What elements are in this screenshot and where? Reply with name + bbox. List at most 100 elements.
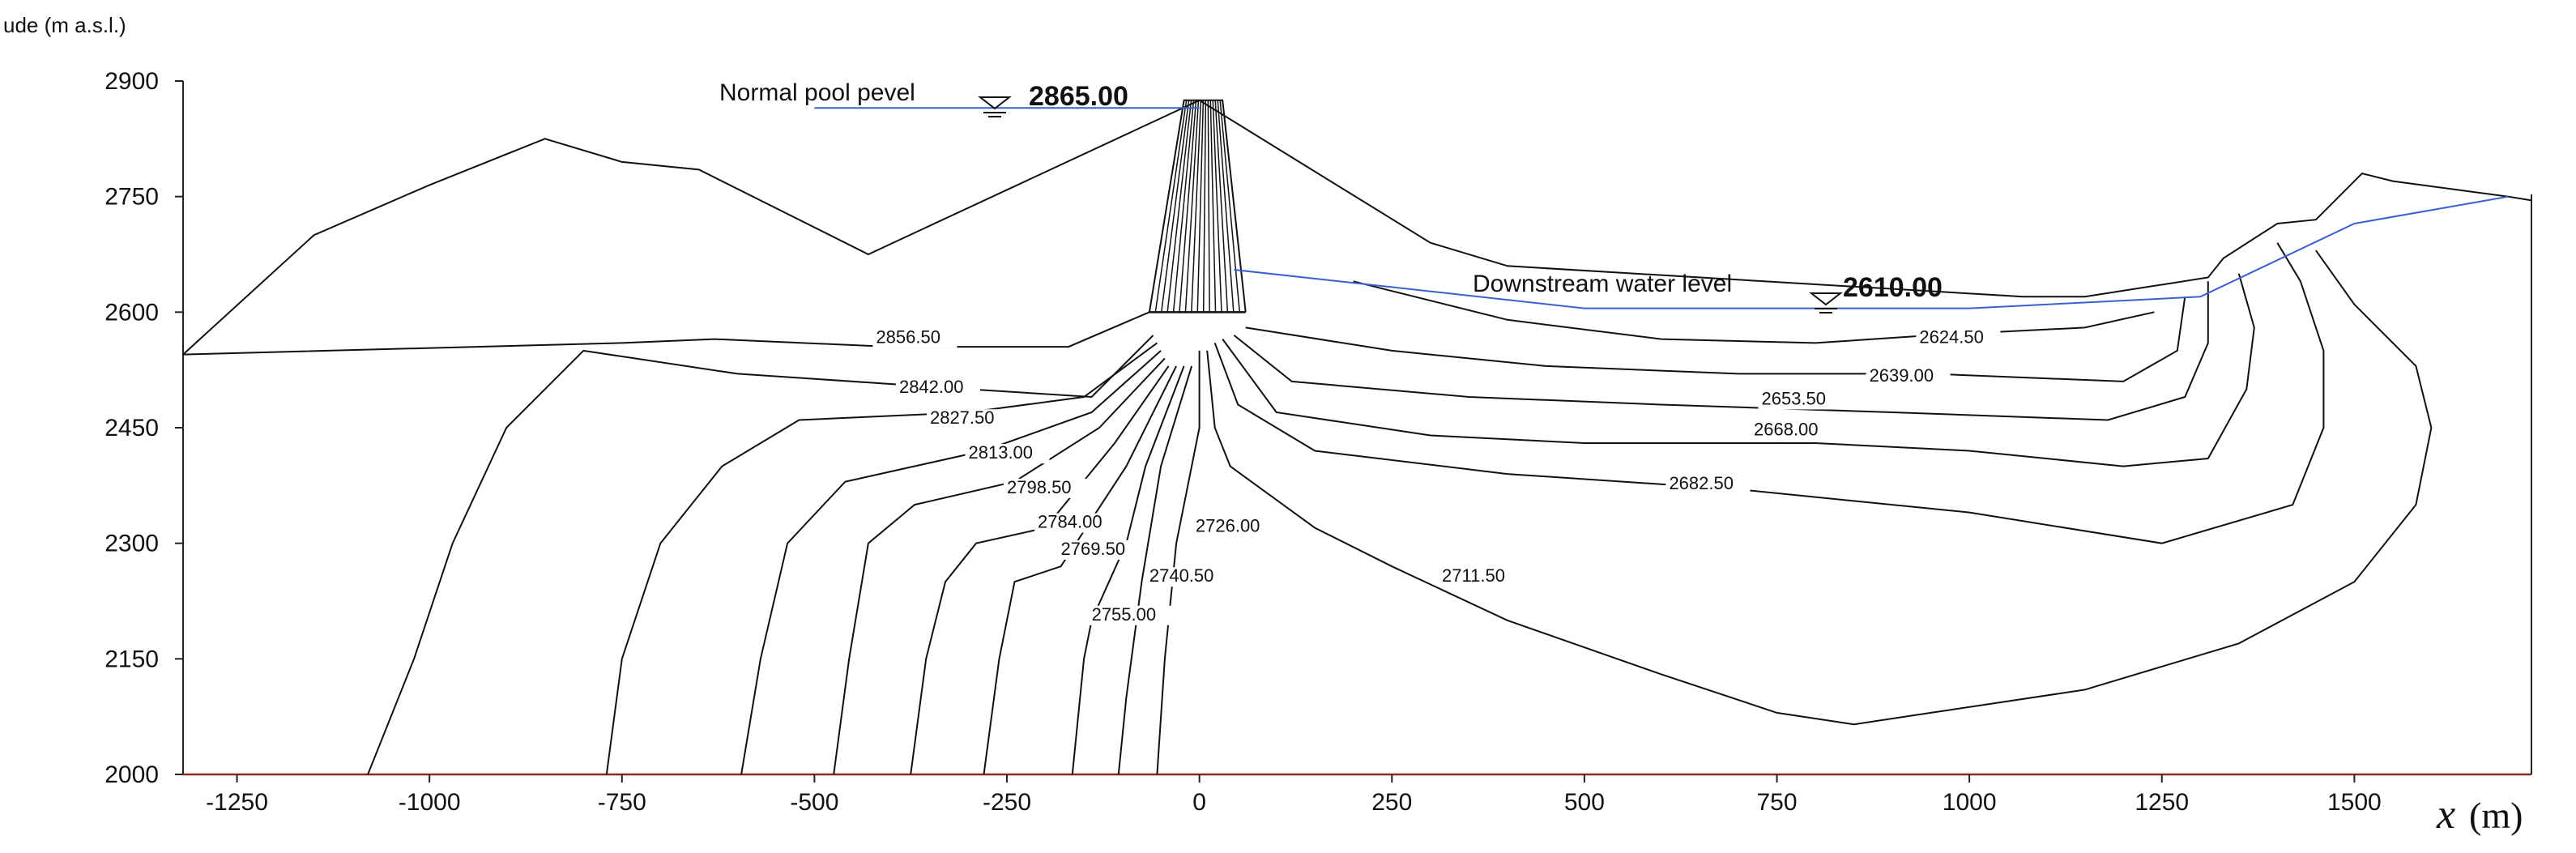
dam-core-flow-line bbox=[1179, 100, 1197, 313]
dam-core-flow-line bbox=[1209, 100, 1217, 313]
contour-line bbox=[1213, 242, 2325, 544]
contour-label-background bbox=[1439, 567, 1524, 587]
dam-core-flow-line bbox=[1172, 100, 1195, 313]
contour-label-background bbox=[1145, 567, 1230, 587]
downstream-label: Downstream water level bbox=[1473, 271, 1732, 297]
contour-label: 2856.50 bbox=[876, 326, 940, 347]
contour-line bbox=[1117, 365, 1193, 775]
contour-label: 2740.50 bbox=[1149, 565, 1214, 586]
dam-core-flow-line bbox=[1214, 100, 1229, 313]
contour-label-background bbox=[1034, 513, 1120, 533]
tick-marks: -1250 -1000 -750 -500 -250 0 250 500 750 1000 1250… bbox=[104, 68, 2382, 816]
contour-label: 2769.50 bbox=[1061, 539, 1126, 559]
dam-core-flow-line bbox=[1202, 100, 1207, 313]
water-level-layer bbox=[814, 107, 2509, 309]
contour-line bbox=[1245, 296, 2186, 382]
contour-label: 2726.00 bbox=[1196, 515, 1260, 535]
contour-line bbox=[605, 342, 1158, 775]
dam-core-flow-line bbox=[1219, 100, 1240, 313]
dam-core-flow-line bbox=[1207, 100, 1210, 313]
contour-label: 2668.00 bbox=[1754, 420, 1819, 440]
contour-label-background bbox=[926, 409, 1011, 429]
contour-label-background bbox=[1004, 478, 1089, 498]
contour-line bbox=[1156, 350, 1201, 775]
y-tick-label: 2900 bbox=[104, 68, 159, 95]
contour-label: 2784.00 bbox=[1038, 512, 1102, 532]
contour-line bbox=[1222, 273, 2255, 467]
contour-label-background bbox=[1758, 390, 1843, 410]
x-tick-label: 1250 bbox=[2135, 789, 2189, 816]
contour-label: 2711.50 bbox=[1442, 565, 1505, 586]
water-level-marker-icon bbox=[978, 96, 1012, 117]
x-axis-title-unit: (m) bbox=[2469, 795, 2523, 836]
contour-label-background bbox=[1751, 420, 1836, 441]
normal-pool-label: Normal pool pevel bbox=[719, 79, 915, 106]
normal-pool-annotation: Normal pool pevel 2865.00 bbox=[719, 79, 1128, 117]
y-tick-label: 2150 bbox=[104, 646, 159, 672]
dam-core-flow-line bbox=[1160, 100, 1190, 313]
terrain-line bbox=[182, 99, 2532, 356]
contour-line bbox=[367, 335, 1154, 775]
label-layer: 2856.50 2842.00 2827.50 2813.00 2798.50 2784.… bbox=[872, 326, 2001, 625]
x-tick-label: -1000 bbox=[399, 789, 461, 816]
contour-line bbox=[910, 365, 1170, 775]
x-tick-label: 500 bbox=[1564, 789, 1605, 816]
x-tick-label: -250 bbox=[983, 789, 1031, 816]
x-tick-label: 750 bbox=[1756, 789, 1797, 816]
contour-line bbox=[1071, 365, 1185, 775]
x-tick-label: -1250 bbox=[206, 789, 268, 816]
contour-label: 2624.50 bbox=[1919, 326, 1984, 347]
axes bbox=[182, 81, 2532, 776]
dam-core-flow-line bbox=[1184, 100, 1200, 313]
contour-line bbox=[1233, 281, 2209, 421]
contour-label-background bbox=[1665, 475, 1751, 495]
x-tick-label: -750 bbox=[598, 789, 646, 816]
contour-label-background bbox=[1057, 540, 1142, 560]
contour-line bbox=[833, 357, 1166, 775]
contour-label: 2755.00 bbox=[1092, 604, 1157, 625]
x-tick-label: -500 bbox=[790, 789, 838, 816]
contour-line bbox=[1353, 280, 2155, 344]
downstream-value: 2610.00 bbox=[1843, 272, 1943, 303]
y-tick-label: 2450 bbox=[104, 415, 159, 441]
contour-label: 2827.50 bbox=[930, 407, 995, 428]
contour-label-background bbox=[1916, 328, 2001, 348]
contour-layer bbox=[182, 242, 2433, 775]
dam-core-flow-line bbox=[1191, 100, 1202, 313]
dam-core-flow-line bbox=[1166, 100, 1192, 313]
x-tick-label: 1000 bbox=[1943, 789, 1997, 816]
contour-label: 2813.00 bbox=[969, 442, 1034, 463]
water-level-marker-icon bbox=[1809, 292, 1843, 313]
contour-label-background bbox=[895, 378, 980, 399]
contour-label: 2842.00 bbox=[899, 377, 964, 397]
downstream-annotation: Downstream water level 2610.00 bbox=[1473, 271, 1943, 313]
dam-core-flow-line bbox=[1154, 100, 1188, 313]
y-tick-label: 2000 bbox=[104, 761, 159, 788]
contour-line bbox=[182, 311, 1150, 356]
y-tick-label: 2750 bbox=[104, 184, 159, 211]
contour-label: 2653.50 bbox=[1762, 388, 1827, 408]
dam-core-layer bbox=[1148, 99, 1247, 313]
x-axis-title-variable: x bbox=[2436, 791, 2455, 838]
x-tick-label: 250 bbox=[1371, 789, 1412, 816]
terrain-layer bbox=[182, 99, 2532, 356]
normal-pool-value: 2865.00 bbox=[1029, 81, 1128, 112]
y-tick-label: 2300 bbox=[104, 531, 159, 557]
x-tick-label: 1500 bbox=[2327, 789, 2382, 816]
contour-label-background bbox=[1088, 605, 1173, 625]
downstream-water-level-line bbox=[1234, 195, 2509, 309]
contour-label: 2682.50 bbox=[1669, 473, 1734, 493]
contour-label-background bbox=[1866, 366, 1951, 386]
x-tick-label: 0 bbox=[1192, 789, 1206, 816]
y-tick-label: 2600 bbox=[104, 299, 159, 326]
contour-label: 2798.50 bbox=[1007, 477, 1072, 497]
contour-label-background bbox=[872, 328, 957, 348]
contour-label-background bbox=[1192, 517, 1277, 537]
dam-core-flow-line bbox=[1217, 100, 1235, 313]
dam-core-flow-line bbox=[1196, 100, 1205, 313]
contour-label-background bbox=[965, 444, 1050, 464]
contour-line bbox=[740, 350, 1162, 775]
dam-core-flow-line bbox=[1212, 100, 1222, 313]
contour-line bbox=[1206, 250, 2433, 726]
